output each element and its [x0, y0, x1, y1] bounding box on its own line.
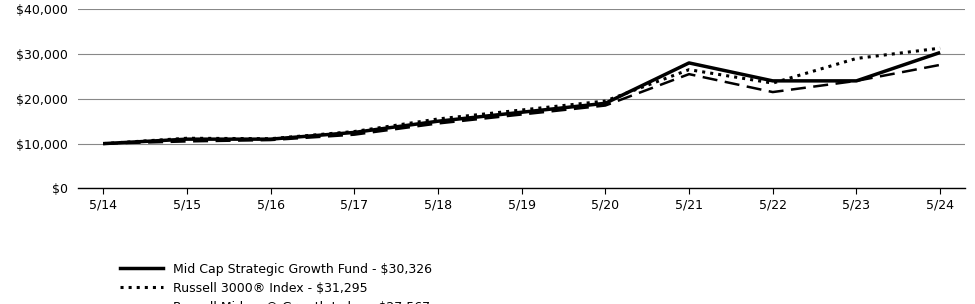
Russell Midcap® Growth Index - $27,567: [600, 104, 611, 107]
Mid Cap Strategic Growth Fund - $30,326: [934, 51, 946, 54]
Mid Cap Strategic Growth Fund - $30,326: [767, 79, 779, 83]
Russell 3000® Index - $31,295: [98, 142, 109, 146]
Russell 3000® Index - $31,295: [767, 81, 779, 85]
Mid Cap Strategic Growth Fund - $30,326: [516, 110, 527, 114]
Mid Cap Strategic Growth Fund - $30,326: [432, 119, 444, 123]
Russell Midcap® Growth Index - $27,567: [934, 63, 946, 67]
Russell Midcap® Growth Index - $27,567: [348, 133, 360, 136]
Mid Cap Strategic Growth Fund - $30,326: [850, 79, 862, 83]
Russell Midcap® Growth Index - $27,567: [683, 72, 695, 76]
Russell Midcap® Growth Index - $27,567: [850, 79, 862, 83]
Mid Cap Strategic Growth Fund - $30,326: [181, 137, 193, 141]
Mid Cap Strategic Growth Fund - $30,326: [348, 131, 360, 134]
Russell 3000® Index - $31,295: [850, 57, 862, 60]
Legend: Mid Cap Strategic Growth Fund - $30,326, Russell 3000® Index - $31,295, Russell : Mid Cap Strategic Growth Fund - $30,326,…: [120, 263, 433, 304]
Mid Cap Strategic Growth Fund - $30,326: [264, 137, 276, 141]
Mid Cap Strategic Growth Fund - $30,326: [600, 102, 611, 105]
Russell Midcap® Growth Index - $27,567: [432, 122, 444, 125]
Russell Midcap® Growth Index - $27,567: [767, 90, 779, 94]
Russell 3000® Index - $31,295: [264, 137, 276, 140]
Russell 3000® Index - $31,295: [348, 130, 360, 133]
Russell Midcap® Growth Index - $27,567: [516, 113, 527, 116]
Line: Russell Midcap® Growth Index - $27,567: Russell Midcap® Growth Index - $27,567: [103, 65, 940, 144]
Russell Midcap® Growth Index - $27,567: [264, 138, 276, 142]
Mid Cap Strategic Growth Fund - $30,326: [98, 142, 109, 146]
Russell 3000® Index - $31,295: [181, 136, 193, 140]
Russell 3000® Index - $31,295: [600, 99, 611, 103]
Russell Midcap® Growth Index - $27,567: [181, 140, 193, 143]
Russell Midcap® Growth Index - $27,567: [98, 142, 109, 146]
Line: Mid Cap Strategic Growth Fund - $30,326: Mid Cap Strategic Growth Fund - $30,326: [103, 53, 940, 144]
Russell 3000® Index - $31,295: [516, 108, 527, 112]
Russell 3000® Index - $31,295: [683, 68, 695, 71]
Mid Cap Strategic Growth Fund - $30,326: [683, 61, 695, 65]
Line: Russell 3000® Index - $31,295: Russell 3000® Index - $31,295: [103, 48, 940, 144]
Russell 3000® Index - $31,295: [432, 117, 444, 121]
Russell 3000® Index - $31,295: [934, 46, 946, 50]
